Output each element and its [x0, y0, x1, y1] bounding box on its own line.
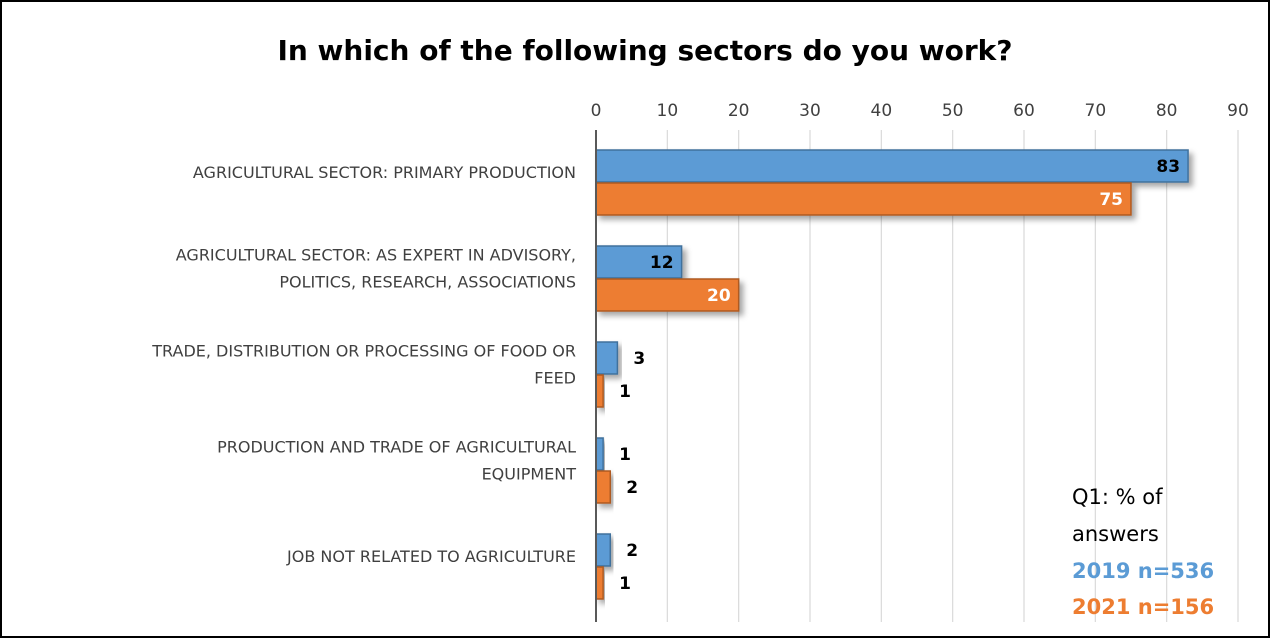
data-label: 1 [619, 382, 631, 402]
x-tick-label: 90 [1227, 101, 1249, 121]
category-label: AGRICULTURAL SECTOR: AS EXPERT IN ADVISO… [176, 246, 576, 292]
bar [595, 566, 604, 600]
x-tick-label: 30 [799, 101, 821, 121]
note-line-1: Q1: % of [1072, 485, 1163, 509]
bar [595, 245, 683, 279]
category-label-line: JOB NOT RELATED TO AGRICULTURE [286, 547, 576, 566]
category-label-line: POLITICS, RESEARCH, ASSOCIATIONS [279, 273, 576, 292]
x-axis-ticks: 0 10 20 30 40 50 60 70 80 90 [591, 101, 1249, 121]
bar [595, 470, 612, 504]
chart-title: In which of the following sectors do you… [277, 34, 1012, 67]
note-series-2019: 2019 n=536 [1072, 559, 1214, 583]
data-label: 75 [1099, 190, 1123, 210]
data-label: 2 [626, 478, 638, 498]
category-label: AGRICULTURAL SECTOR: PRIMARY PRODUCTION [193, 163, 576, 182]
bar [595, 374, 604, 408]
bar [595, 533, 612, 567]
category-label: JOB NOT RELATED TO AGRICULTURE [286, 547, 576, 566]
category-label: TRADE, DISTRIBUTION OR PROCESSING OF FOO… [151, 342, 576, 388]
category-label-line: AGRICULTURAL SECTOR: AS EXPERT IN ADVISO… [176, 246, 576, 265]
category-label-line: FEED [534, 369, 576, 388]
category-label-line: TRADE, DISTRIBUTION OR PROCESSING OF FOO… [151, 342, 576, 361]
x-tick-label: 80 [1156, 101, 1178, 121]
category-label-line: PRODUCTION AND TRADE OF AGRICULTURAL [217, 438, 576, 457]
x-tick-label: 20 [728, 101, 750, 121]
note-line-2: answers [1072, 522, 1159, 546]
data-label: 1 [619, 445, 631, 465]
bar [595, 437, 604, 471]
x-tick-label: 60 [1013, 101, 1035, 121]
bars [595, 149, 1189, 600]
data-label: 12 [650, 253, 674, 273]
data-label: 3 [633, 349, 645, 369]
bar [595, 149, 1189, 183]
x-tick-label: 40 [871, 101, 893, 121]
data-label: 83 [1156, 157, 1180, 177]
data-label: 1 [619, 574, 631, 594]
category-label-line: EQUIPMENT [482, 465, 577, 484]
legend-note: Q1: % of answers 2019 n=536 2021 n=156 [1072, 485, 1214, 619]
category-label-line: AGRICULTURAL SECTOR: PRIMARY PRODUCTION [193, 163, 576, 182]
x-tick-label: 10 [657, 101, 679, 121]
data-label: 2 [626, 541, 638, 561]
bar [595, 341, 619, 375]
note-series-2021: 2021 n=156 [1072, 595, 1214, 619]
data-label: 20 [707, 286, 731, 306]
x-tick-label: 50 [942, 101, 964, 121]
x-tick-label: 0 [591, 101, 602, 121]
bar [595, 182, 1132, 216]
category-label: PRODUCTION AND TRADE OF AGRICULTURAL EQUI… [217, 438, 576, 484]
category-labels: AGRICULTURAL SECTOR: PRIMARY PRODUCTION A… [151, 163, 576, 566]
x-tick-label: 70 [1085, 101, 1107, 121]
